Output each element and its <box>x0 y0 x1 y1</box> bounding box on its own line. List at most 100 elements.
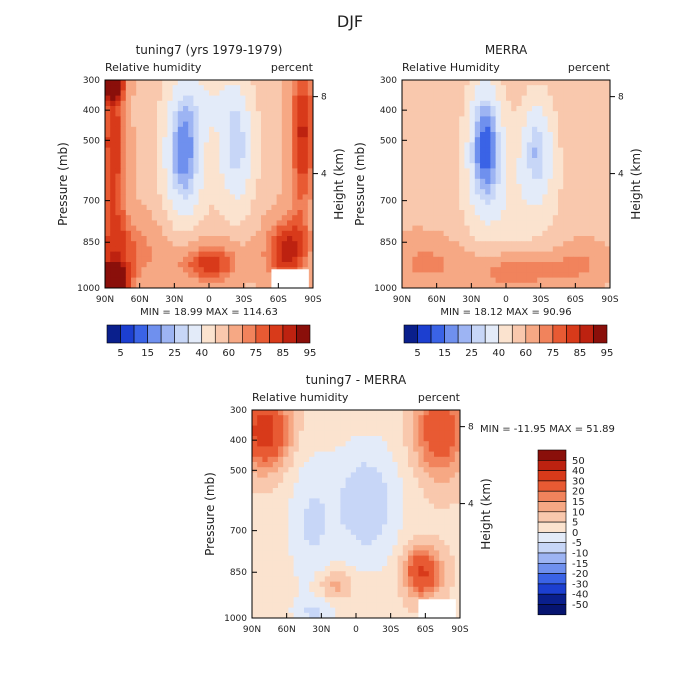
heatmap-cell <box>584 194 590 200</box>
heatmap-cell <box>203 277 210 284</box>
heatmap-cell <box>573 251 580 258</box>
heatmap-cell <box>151 168 158 174</box>
heatmap-cell <box>262 472 268 478</box>
heatmap-cell <box>172 173 179 180</box>
heatmap-cell <box>589 173 595 180</box>
heatmap-cell <box>219 100 225 107</box>
heatmap-cell <box>495 282 502 289</box>
heatmap-cell <box>552 225 559 232</box>
heatmap-cell <box>105 236 111 242</box>
heatmap-cell <box>272 472 279 478</box>
heatmap-cell <box>500 147 507 154</box>
heatmap-cell <box>309 602 315 608</box>
colorbar-swatch <box>187 324 203 344</box>
heatmap-cell <box>454 215 460 221</box>
heatmap-cell <box>105 80 111 86</box>
heatmap-cell <box>298 430 305 437</box>
heatmap-cell <box>304 514 310 520</box>
heatmap-cell <box>250 194 257 200</box>
heatmap-cell <box>297 220 303 226</box>
heatmap-cell <box>309 456 315 463</box>
heatmap-cell <box>146 80 153 86</box>
heatmap-cell <box>563 90 569 96</box>
heatmap-cell <box>209 199 215 206</box>
y-right-tick-label: 8 <box>618 93 624 103</box>
heatmap-cell <box>485 168 491 174</box>
heatmap-cell <box>584 246 590 252</box>
heatmap-cell <box>245 121 251 128</box>
heatmap-cell <box>319 493 326 499</box>
heatmap-cell <box>521 137 528 143</box>
heatmap-cell <box>459 116 465 122</box>
heatmap-cell <box>283 441 289 447</box>
heatmap-cell <box>151 194 158 200</box>
heatmap-cell <box>235 251 241 258</box>
heatmap-cell <box>229 152 236 159</box>
heatmap-cell <box>125 142 132 148</box>
y-tick-label: 850 <box>380 238 397 248</box>
heatmap-cell <box>287 106 293 112</box>
heatmap-cell <box>350 581 357 588</box>
heatmap-cell <box>371 612 378 619</box>
heatmap-cell <box>261 152 267 159</box>
heatmap-cell <box>604 220 611 226</box>
heatmap-cell <box>584 282 590 289</box>
heatmap-cell <box>366 514 372 520</box>
heatmap-cell <box>397 430 404 437</box>
heatmap-cell <box>392 545 398 551</box>
heatmap-cell <box>298 555 305 562</box>
heatmap-cell <box>292 204 298 211</box>
heatmap-cell <box>292 236 298 242</box>
heatmap-cell <box>392 493 398 499</box>
heatmap-cell <box>261 251 267 258</box>
heatmap-cell <box>604 121 611 128</box>
heatmap-cell <box>120 241 127 247</box>
heatmap-cell <box>387 519 393 525</box>
heatmap-cell <box>281 106 288 112</box>
heatmap-cell <box>573 85 580 91</box>
heatmap-cell <box>261 184 267 190</box>
heatmap-cell <box>245 277 251 284</box>
heatmap-cell <box>552 184 559 190</box>
heatmap-cell <box>330 597 336 603</box>
heatmap-cell <box>418 555 424 562</box>
heatmap-cell <box>266 277 272 284</box>
heatmap-cell <box>302 121 309 128</box>
heatmap-cell <box>490 241 496 247</box>
heatmap-cell <box>304 436 310 442</box>
heatmap-cell <box>271 132 277 138</box>
heatmap-cell <box>402 602 409 608</box>
heatmap-cell <box>250 137 257 143</box>
heatmap-cell <box>516 267 522 273</box>
x-tick-label: 60S <box>567 295 584 305</box>
heatmap-cell <box>151 106 158 112</box>
heatmap-cell <box>141 230 147 237</box>
heatmap-cell <box>229 267 236 273</box>
heatmap-cell <box>454 116 460 122</box>
heatmap-cell <box>297 184 303 190</box>
heatmap-cell <box>115 142 121 148</box>
heatmap-cell <box>278 472 284 478</box>
heatmap-cell <box>428 545 435 551</box>
heatmap-cell <box>255 95 262 102</box>
heatmap-cell <box>250 90 257 96</box>
heatmap-cell <box>397 524 404 530</box>
heatmap-cell <box>433 111 439 117</box>
heatmap-cell <box>188 173 194 180</box>
heatmap-cell <box>276 100 283 107</box>
heatmap-cell <box>454 456 461 463</box>
heatmap-cell <box>454 142 460 148</box>
heatmap-cell <box>417 246 424 252</box>
heatmap-cell <box>214 236 220 242</box>
heatmap-cell <box>434 508 440 515</box>
heatmap-cell <box>262 612 268 619</box>
heatmap-cell <box>584 236 590 242</box>
heatmap-cell <box>402 592 409 598</box>
heatmap-cell <box>417 220 424 226</box>
colorbar-swatch <box>537 459 567 471</box>
heatmap-cell <box>292 256 298 263</box>
colorbar-swatch <box>471 324 486 344</box>
heatmap-cell <box>526 267 533 273</box>
heatmap-cell <box>428 168 434 174</box>
heatmap-cell <box>209 111 215 117</box>
